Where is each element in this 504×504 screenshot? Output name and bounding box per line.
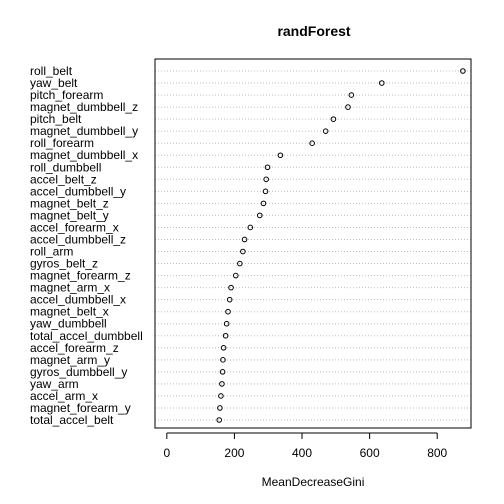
grid-lines bbox=[155, 70, 471, 421]
variable-label: gyros_belt_z bbox=[30, 257, 98, 271]
variable-label: total_accel_belt bbox=[30, 413, 114, 427]
data-point bbox=[232, 272, 239, 279]
variable-label: accel_dumbbell_z bbox=[30, 232, 126, 246]
variable-label: accel_forearm_x bbox=[30, 220, 119, 234]
x-tick-label: 600 bbox=[360, 446, 380, 460]
variable-label: accel_arm_x bbox=[30, 389, 98, 403]
data-point bbox=[216, 417, 223, 423]
data-point bbox=[345, 104, 351, 110]
variable-label: roll_belt bbox=[30, 64, 73, 78]
data-point bbox=[460, 68, 466, 74]
x-tick-label: 0 bbox=[163, 446, 170, 460]
data-point bbox=[378, 80, 385, 86]
data-point bbox=[256, 212, 263, 219]
variable-label: magnet_arm_y bbox=[30, 353, 110, 367]
x-axis-label: MeanDecreaseGini bbox=[262, 475, 365, 489]
data-point bbox=[237, 260, 243, 267]
variable-label: magnet_arm_x bbox=[30, 281, 110, 295]
data-point bbox=[225, 308, 231, 315]
data-points bbox=[216, 68, 466, 423]
data-point bbox=[330, 116, 337, 122]
variable-label: magnet_forearm_y bbox=[30, 401, 131, 415]
variable-label: accel_dumbbell_x bbox=[30, 293, 126, 307]
variable-labels: roll_beltyaw_beltpitch_forearmmagnet_dum… bbox=[30, 64, 143, 427]
data-point bbox=[260, 200, 267, 207]
x-axis: 0 200 400 600 800 bbox=[163, 432, 448, 460]
variable-label: magnet_belt_z bbox=[30, 196, 109, 210]
variable-label: magnet_dumbbell_x bbox=[30, 148, 138, 162]
variable-label: magnet_belt_y bbox=[30, 208, 109, 222]
variable-label: pitch_forearm bbox=[30, 88, 103, 102]
data-point bbox=[241, 236, 248, 243]
x-tick-label: 800 bbox=[427, 446, 447, 460]
variable-label: magnet_dumbbell_y bbox=[30, 124, 138, 138]
variable-label: accel_forearm_z bbox=[30, 341, 119, 355]
data-point bbox=[218, 393, 224, 399]
data-point bbox=[309, 140, 315, 147]
data-point bbox=[219, 369, 226, 375]
data-point bbox=[348, 92, 355, 98]
data-point bbox=[263, 176, 269, 183]
data-point bbox=[226, 296, 233, 303]
data-point bbox=[222, 332, 229, 339]
chart-title: randForest bbox=[277, 23, 350, 39]
x-tick-label: 200 bbox=[224, 446, 244, 460]
variable-label: yaw_dumbbell bbox=[30, 317, 107, 331]
variable-label: accel_belt_z bbox=[30, 172, 97, 186]
plot-frame bbox=[154, 58, 472, 429]
data-point bbox=[264, 164, 271, 171]
data-point bbox=[217, 405, 223, 411]
data-point bbox=[220, 357, 226, 363]
variable-label: roll_forearm bbox=[30, 136, 94, 150]
data-point bbox=[228, 284, 234, 291]
data-point bbox=[322, 128, 329, 134]
data-point bbox=[223, 320, 230, 327]
data-point bbox=[262, 188, 269, 195]
data-point bbox=[220, 344, 227, 351]
variable-label: gyros_dumbbell_y bbox=[30, 365, 127, 379]
variable-label: yaw_belt bbox=[30, 76, 78, 90]
variable-label: roll_arm bbox=[30, 245, 73, 259]
variable-label: roll_dumbbell bbox=[30, 160, 101, 174]
variable-label: pitch_belt bbox=[30, 112, 82, 126]
variable-label: yaw_arm bbox=[30, 377, 79, 391]
data-point bbox=[240, 248, 246, 255]
variable-label: magnet_dumbbell_z bbox=[30, 100, 138, 114]
data-point bbox=[247, 224, 254, 231]
variable-label: total_accel_dumbbell bbox=[30, 329, 143, 343]
data-point bbox=[219, 381, 225, 387]
data-point bbox=[277, 152, 284, 159]
variable-label: magnet_forearm_z bbox=[30, 269, 131, 283]
x-tick-label: 400 bbox=[292, 446, 312, 460]
variable-label: accel_dumbbell_y bbox=[30, 184, 126, 198]
variable-label: magnet_belt_x bbox=[30, 305, 109, 319]
